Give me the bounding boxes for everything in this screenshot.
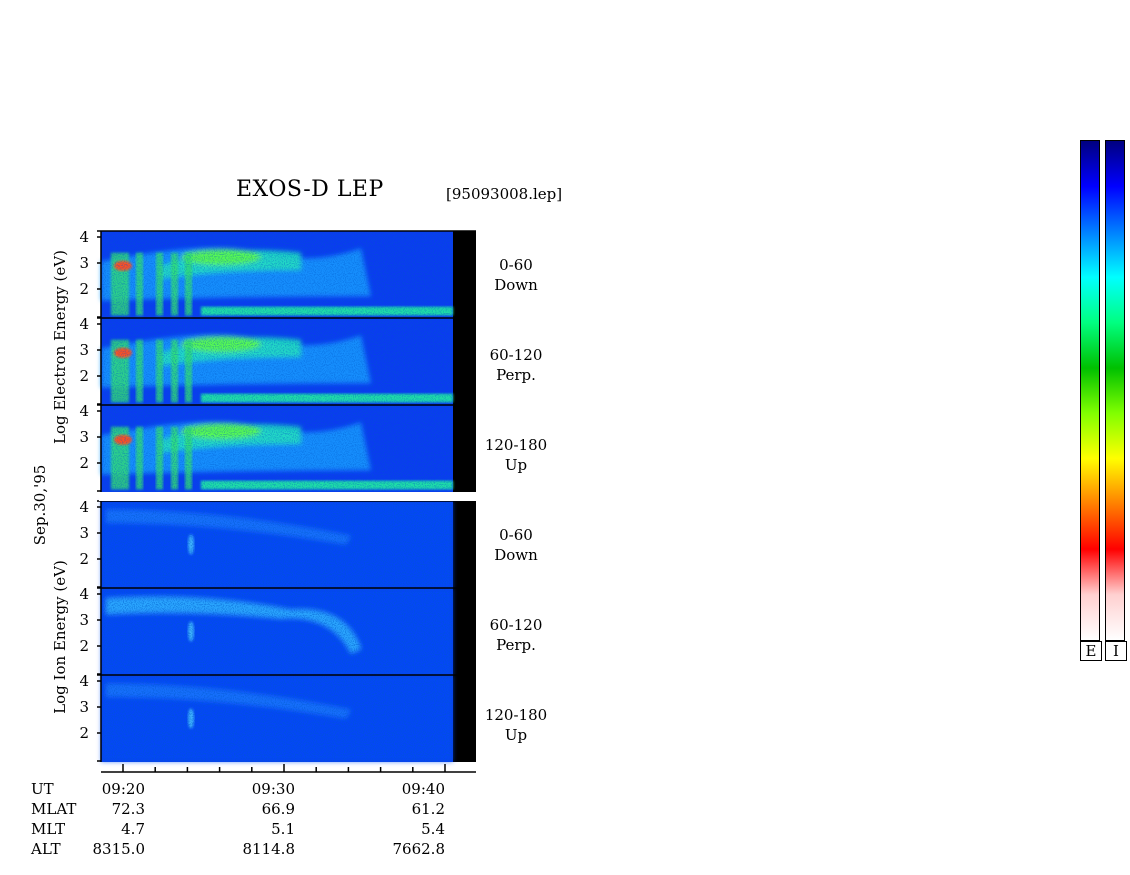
ut-tick-label: 09:20 bbox=[101, 780, 145, 798]
colorbar-label-electron: E bbox=[1080, 641, 1102, 661]
y-tick-label: 4 bbox=[79, 585, 89, 603]
data-gap bbox=[453, 405, 476, 492]
electron-colorbar bbox=[1080, 140, 1100, 641]
pitch-label-panel-2: 60-120 Perp. bbox=[476, 345, 556, 385]
data-gap bbox=[453, 588, 476, 675]
label-mlt: MLT bbox=[31, 820, 66, 838]
pitch-direction: Perp. bbox=[496, 366, 536, 384]
y-tick-label: 4 bbox=[79, 498, 89, 516]
pitch-label-panel-5: 60-120 Perp. bbox=[476, 615, 556, 655]
ut-tick-label: 09:40 bbox=[401, 780, 445, 798]
data-gap bbox=[453, 675, 476, 762]
pitch-direction: Up bbox=[504, 726, 528, 744]
y-tick-label: 3 bbox=[79, 611, 89, 629]
pitch-range: 120-180 bbox=[484, 706, 548, 724]
label-alt: ALT bbox=[31, 840, 61, 858]
spectrogram-panel-3 bbox=[101, 405, 476, 492]
mlt-value: 4.7 bbox=[121, 820, 145, 838]
y-tick-label: 2 bbox=[79, 367, 89, 385]
y-tick-label: 2 bbox=[79, 280, 89, 298]
ion-colorbar bbox=[1105, 140, 1125, 641]
spectrogram-panel-4 bbox=[101, 501, 476, 588]
mlt-value: 5.1 bbox=[271, 820, 295, 838]
mlat-value: 61.2 bbox=[411, 800, 445, 818]
spectrogram-panel-5 bbox=[101, 588, 476, 675]
y-tick-label: 4 bbox=[79, 672, 89, 690]
colorbar-label-ion: I bbox=[1105, 641, 1127, 661]
data-gap bbox=[453, 231, 476, 318]
y-tick-label: 3 bbox=[79, 524, 89, 542]
y-tick-label: 4 bbox=[79, 315, 89, 333]
spectrogram-panel-2 bbox=[101, 318, 476, 405]
pitch-range: 60-120 bbox=[489, 346, 543, 364]
chart-title: EXOS-D LEP bbox=[236, 177, 384, 202]
pitch-range: 0-60 bbox=[499, 526, 533, 544]
alt-value: 7662.8 bbox=[392, 840, 446, 858]
y-tick-label: 2 bbox=[79, 454, 89, 472]
mlat-value: 72.3 bbox=[111, 800, 145, 818]
label-ut: UT bbox=[31, 780, 54, 798]
pitch-range: 60-120 bbox=[489, 616, 543, 634]
mlat-value: 66.9 bbox=[261, 800, 295, 818]
data-gap bbox=[453, 318, 476, 405]
y-tick-label: 2 bbox=[79, 637, 89, 655]
pitch-direction: Down bbox=[494, 276, 538, 294]
mlt-value: 5.4 bbox=[421, 820, 445, 838]
pitch-range: 120-180 bbox=[484, 436, 548, 454]
data-gap bbox=[453, 501, 476, 588]
pitch-label-panel-1: 0-60 Down bbox=[476, 255, 556, 295]
pitch-direction: Down bbox=[494, 546, 538, 564]
pitch-range: 0-60 bbox=[499, 256, 533, 274]
y-tick-label: 3 bbox=[79, 428, 89, 446]
pitch-direction: Up bbox=[504, 456, 528, 474]
pitch-label-panel-3: 120-180 Up bbox=[476, 435, 556, 475]
y-tick-label: 4 bbox=[79, 402, 89, 420]
file-name: [95093008.lep] bbox=[446, 185, 563, 203]
alt-value: 8114.8 bbox=[242, 840, 296, 858]
label-mlat: MLAT bbox=[31, 800, 77, 818]
ut-tick-label: 09:30 bbox=[251, 780, 295, 798]
y-tick-label: 2 bbox=[79, 724, 89, 742]
spectrogram-plot: 4 3 2 4 3 2 4 3 2 4 3 2 4 3 2 4 3 2 bbox=[79, 228, 478, 773]
pitch-direction: Perp. bbox=[496, 636, 536, 654]
y-tick-label: 2 bbox=[79, 550, 89, 568]
alt-value: 8315.0 bbox=[92, 840, 146, 858]
pitch-label-panel-4: 0-60 Down bbox=[476, 525, 556, 565]
pitch-label-panel-6: 120-180 Up bbox=[476, 705, 556, 745]
spectrogram-panel-1 bbox=[101, 231, 476, 318]
spectrogram-panel-6 bbox=[101, 675, 476, 762]
y-tick-label: 4 bbox=[79, 228, 89, 246]
y-tick-label: 3 bbox=[79, 698, 89, 716]
y-tick-label: 3 bbox=[79, 254, 89, 272]
y-tick-label: 3 bbox=[79, 341, 89, 359]
